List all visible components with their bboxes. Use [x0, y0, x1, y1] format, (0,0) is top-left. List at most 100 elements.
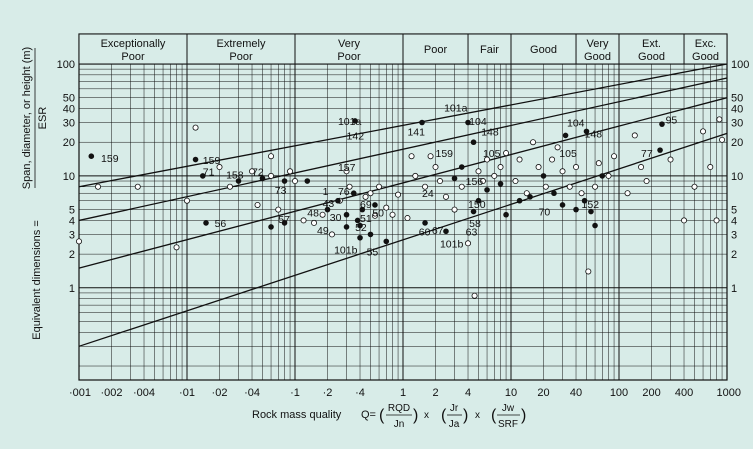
filled-data-point: [592, 222, 598, 229]
open-data-point: [667, 156, 674, 163]
x-tick-label: 2: [432, 387, 438, 399]
point-annotation: 159: [203, 155, 221, 167]
open-data-point: [595, 160, 602, 167]
open-data-point: [371, 212, 378, 219]
filled-data-point: [559, 202, 566, 208]
point-annotation: 30: [330, 212, 342, 224]
category-label: Good: [584, 51, 611, 63]
filled-data-point: [357, 222, 363, 229]
open-data-point: [95, 183, 102, 190]
y-tick-label-left: 1: [69, 283, 75, 295]
y-tick-label-right: 3: [731, 229, 737, 241]
filled-data-point: [359, 206, 366, 213]
open-data-point: [479, 178, 486, 185]
filled-data-point: [304, 178, 311, 184]
filled-data-point: [540, 173, 547, 179]
open-data-point: [643, 178, 650, 185]
point-annotation: 142: [347, 130, 365, 142]
paren-open-3: (: [491, 407, 497, 424]
filled-data-point: [268, 224, 274, 230]
boundary-line: [78, 132, 728, 347]
filled-data-point: [422, 220, 428, 226]
x-axis-label-q: Q=: [361, 409, 376, 421]
point-annotation: 148: [585, 128, 603, 140]
category-label: Ext.: [642, 38, 661, 50]
filled-data-point: [581, 197, 588, 204]
category-label: Exceptionally: [101, 38, 166, 50]
category-label: Very: [587, 38, 610, 50]
y-tick-label-right: 50: [731, 93, 743, 105]
filled-data-point: [372, 202, 378, 208]
open-data-point: [681, 217, 688, 224]
filled-data-point: [470, 208, 477, 215]
y-tick-label-right: 40: [731, 104, 743, 116]
filled-data-point: [88, 153, 95, 159]
point-annotation: 55: [367, 247, 379, 259]
x-tick-label: ·4: [355, 387, 365, 399]
open-data-point: [311, 219, 318, 226]
open-data-point: [300, 217, 307, 224]
x-tick-label: 10: [505, 387, 517, 399]
open-data-point: [484, 156, 491, 163]
category-label: Exc.: [695, 38, 716, 50]
y-tick-label-right: 100: [731, 59, 749, 71]
point-annotation: 1: [323, 186, 329, 198]
point-annotation: 72: [252, 166, 264, 178]
category-label: Good: [530, 44, 557, 56]
point-annotation: 159: [101, 153, 119, 165]
category-label: Good: [638, 51, 665, 63]
srf-label: SRF: [498, 419, 518, 430]
point-annotation: 159: [436, 148, 454, 160]
x-tick-label: ·001: [69, 387, 91, 399]
rqd-label: RQD: [388, 403, 410, 414]
category-label: Very: [338, 38, 361, 50]
x-tick-label: ·01: [179, 387, 195, 399]
point-annotation: 56: [215, 218, 227, 230]
category-label: Extremely: [217, 38, 266, 50]
y-tick-label-right: 30: [731, 118, 743, 130]
y-tick-label-left: 5: [69, 205, 75, 217]
filled-data-point: [324, 206, 331, 213]
point-annotation: 77: [641, 148, 653, 160]
filled-data-point: [659, 121, 665, 127]
x-axis-label-prefix: Rock mass quality: [252, 409, 342, 421]
open-data-point: [173, 244, 180, 251]
y-tick-label-left: 20: [63, 137, 75, 149]
open-data-point: [523, 190, 530, 197]
open-data-point: [719, 136, 726, 143]
point-annotation: 105: [483, 148, 501, 160]
x-tick-label: ·004: [133, 387, 155, 399]
open-data-point: [404, 215, 411, 222]
y-tick-label-left: 40: [63, 104, 75, 116]
y-tick-label-right: 10: [731, 171, 743, 183]
open-data-point: [605, 172, 612, 179]
filled-data-point: [259, 175, 266, 182]
point-annotation: 52: [355, 222, 367, 234]
x-tick-label: ·002: [100, 387, 122, 399]
boundary-line: [78, 63, 728, 188]
open-data-point: [716, 116, 723, 123]
filled-data-point: [551, 190, 557, 197]
open-data-point: [471, 292, 478, 299]
filled-data-point: [465, 119, 471, 126]
x-tick-label: 4: [465, 387, 471, 399]
filled-data-point: [599, 173, 606, 179]
boundary-line: [78, 77, 728, 222]
paren-close-3: ): [521, 407, 526, 424]
open-data-point: [268, 153, 275, 160]
point-annotation: 105: [559, 148, 577, 160]
open-data-point: [631, 132, 638, 139]
point-annotation: 141: [407, 126, 425, 138]
filled-data-point: [352, 118, 358, 124]
filled-data-point: [235, 178, 242, 184]
point-annotation: 58: [469, 218, 481, 230]
open-data-point: [592, 183, 599, 190]
y-tick-label-left: 10: [63, 171, 75, 183]
y-tick-label-left: 4: [69, 215, 75, 227]
jr-label: Jr: [450, 403, 459, 414]
y-axis-label-top: Span, diameter, or height (m): [21, 47, 33, 189]
open-data-point: [287, 168, 294, 175]
open-data-point: [573, 164, 580, 171]
open-data-point: [516, 156, 523, 163]
point-annotation: 104: [469, 116, 487, 128]
